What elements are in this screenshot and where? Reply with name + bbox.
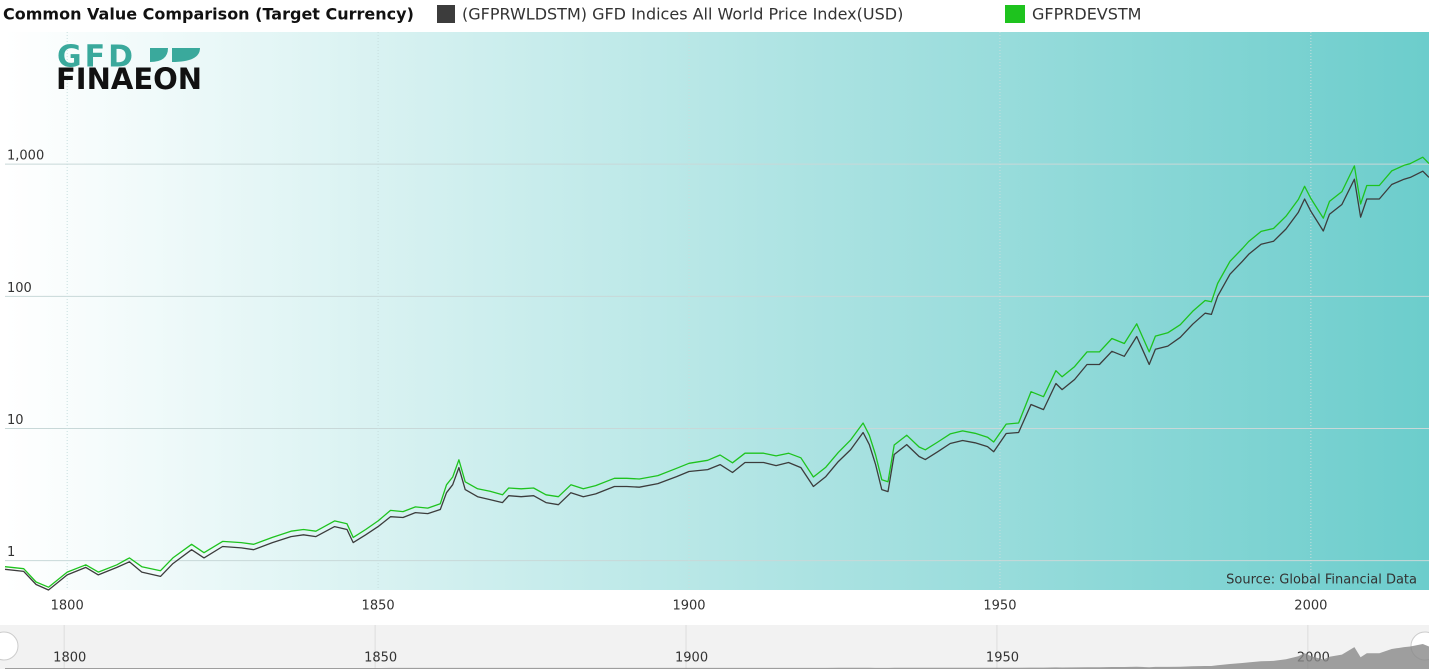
x-tick-label: 1950 (983, 599, 1016, 614)
scroll-handle[interactable] (0, 631, 19, 661)
legend-label[interactable]: (GFPRWLDSTM) GFD Indices All World Price… (462, 5, 903, 24)
x-tick-label: 2000 (1294, 599, 1327, 614)
source-annotation: Source: Global Financial Data (1226, 573, 1417, 588)
y-tick-label: 10 (7, 413, 24, 428)
legend-swatch[interactable] (1005, 5, 1025, 23)
navigator (0, 625, 1429, 669)
chart-title: Common Value Comparison (Target Currency… (3, 5, 414, 24)
y-tick-label: 1,000 (7, 149, 44, 164)
logo-top: GFD (57, 40, 136, 75)
plot-background (5, 32, 1429, 590)
navigator-tick-label: 1950 (986, 651, 1019, 666)
legend-label[interactable]: GFPRDEVSTM (1032, 5, 1141, 24)
y-tick-label: 100 (7, 281, 32, 296)
series-line (4, 170, 1429, 591)
logo-bottom: FINAEON (56, 62, 202, 96)
x-tick-label: 1800 (51, 599, 84, 614)
x-tick-label: 1850 (362, 599, 395, 614)
logo-leaves (150, 48, 200, 62)
y-tick-label: 1 (7, 545, 15, 560)
navigator-tick-label: 1850 (364, 651, 397, 666)
navigator-area (5, 644, 1429, 669)
navigator-tick-label: 1800 (53, 651, 86, 666)
navigator-tick-label: 1900 (675, 651, 708, 666)
x-tick-label: 1900 (672, 599, 705, 614)
series-line (4, 156, 1429, 588)
legend-swatch[interactable] (437, 5, 455, 23)
